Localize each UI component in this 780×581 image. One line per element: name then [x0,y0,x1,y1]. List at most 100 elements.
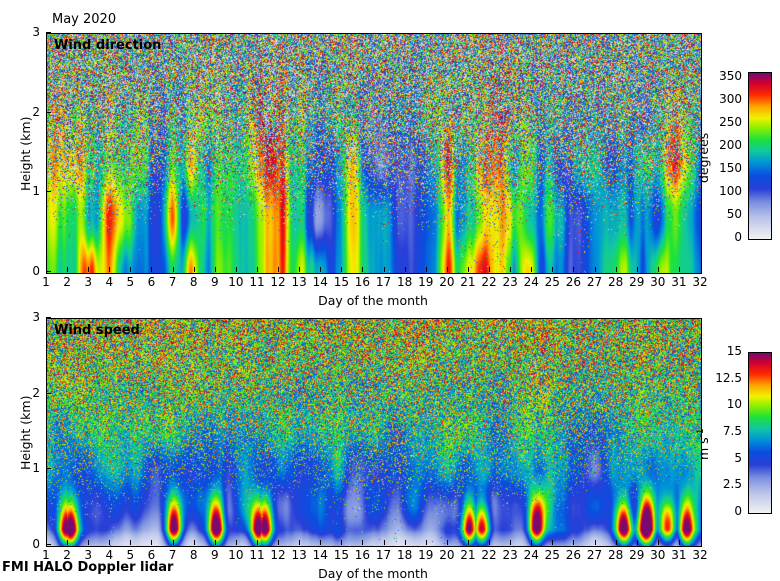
x-tick-label: 16 [354,548,371,562]
x-tick-label: 12 [270,548,286,562]
x-tick-label: 3 [84,275,92,289]
heatmap-wind-direction [47,34,701,273]
x-tick-label: 4 [105,548,114,562]
x-tick-label: 15 [333,275,349,289]
x-tick-mark [278,267,280,272]
x-tick-label: 24 [523,548,539,562]
x-tick-mark [256,540,258,545]
colorbar-gradient-wind-direction [749,73,771,239]
x-tick-label: 5 [126,275,135,289]
x-tick-mark [172,540,174,545]
x-tick-label: 1 [42,275,50,289]
x-tick-label: 24 [523,275,539,289]
plot-area-wind-speed[interactable] [46,318,702,547]
x-tick-label: 10 [228,548,244,562]
x-tick-mark [235,540,237,545]
x-tick-mark [88,267,90,272]
x-tick-mark [552,540,554,545]
x-tick-mark [109,267,111,272]
x-tick-mark [256,267,258,272]
x-tick-mark [615,267,617,272]
x-tick-label: 11 [249,548,265,562]
x-tick-mark [594,267,596,272]
x-tick-mark [214,267,216,272]
x-tick-mark [362,267,364,272]
x-tick-label: 12 [270,275,286,289]
x-tick-mark [510,540,512,545]
x-tick-label: 20 [439,548,455,562]
y-tick-label: 3 [32,25,40,39]
x-tick-label: 8 [189,548,198,562]
x-tick-label: 32 [692,275,708,289]
y-tick-label: 0 [32,264,40,278]
x-tick-mark [531,267,533,272]
colorbar-tick-label: 15 [726,344,742,358]
x-tick-label: 15 [333,548,349,562]
x-tick-label: 9 [210,548,219,562]
colorbar-tick-label: 12.5 [715,370,742,385]
x-axis-title-wind-speed: Day of the month [318,566,428,581]
colorbar-tick-label: 10 [726,397,742,412]
x-tick-mark [151,540,153,545]
x-tick-label: 19 [418,548,434,562]
x-tick-label: 18 [397,548,413,562]
x-tick-mark [425,540,427,545]
y-tick-label: 2 [32,385,40,400]
y-tick-mark [46,32,51,33]
x-tick-label: 23 [502,275,518,289]
x-tick-mark [193,267,195,272]
x-tick-mark [467,267,469,272]
x-tick-label: 7 [168,275,177,289]
x-tick-mark [320,540,322,545]
figure-month-title: May 2020 [52,12,117,27]
x-tick-mark [594,540,596,545]
colorbar-tick-label: 300 [719,91,742,106]
x-tick-label: 17 [375,548,392,562]
x-tick-mark [678,267,680,272]
x-tick-mark [636,267,638,272]
x-tick-mark [446,540,448,545]
x-tick-mark [88,540,90,545]
y-tick-mark [46,392,51,394]
y-tick-mark [46,468,51,470]
colorbar-wind-speed [748,352,772,514]
x-tick-mark [552,267,554,272]
x-tick-label: 3 [84,548,92,562]
x-tick-mark [657,540,659,545]
x-tick-mark [446,267,448,272]
x-tick-mark [130,267,132,272]
x-tick-mark [383,267,385,272]
y-tick-label: 1 [32,184,40,199]
plot-area-wind-direction[interactable] [46,33,702,274]
x-tick-mark [657,267,659,272]
x-tick-mark [489,540,491,545]
x-tick-label: 28 [607,275,624,289]
x-tick-label: 17 [375,275,392,289]
x-tick-mark [636,540,638,545]
x-tick-label: 28 [607,548,624,562]
x-tick-label: 2 [63,548,71,562]
x-tick-label: 26 [565,548,582,562]
x-tick-label: 29 [629,548,645,562]
colorbar-tick-label: 7.5 [722,424,742,438]
x-tick-mark [615,540,617,545]
x-tick-mark [573,540,575,545]
x-tick-label: 32 [692,548,708,562]
x-tick-label: 6 [147,548,156,562]
x-tick-label: 1 [42,548,50,562]
x-tick-mark [678,540,680,545]
x-tick-label: 10 [228,275,244,289]
x-tick-mark [67,540,69,545]
x-tick-mark [362,540,364,545]
x-tick-mark [404,267,406,272]
x-tick-label: 20 [439,275,455,289]
x-tick-label: 6 [147,275,156,289]
x-tick-label: 18 [397,275,413,289]
x-tick-mark [383,540,385,545]
x-tick-mark [193,540,195,545]
x-tick-mark [299,267,301,272]
x-tick-mark [278,540,280,545]
x-tick-mark [109,540,111,545]
x-tick-mark [341,540,343,545]
y-tick-mark [46,111,51,113]
